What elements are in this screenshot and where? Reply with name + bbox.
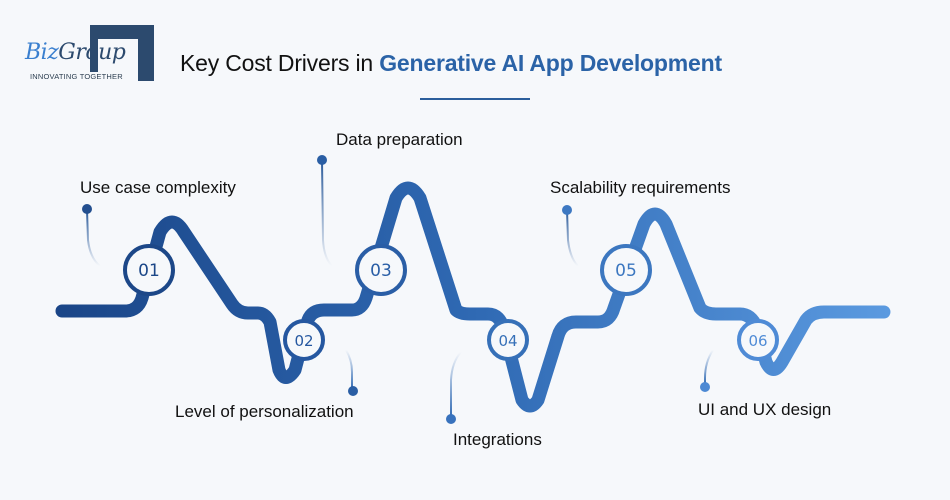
pin-02 bbox=[345, 349, 358, 396]
step-badge-03: 03 bbox=[355, 244, 407, 296]
title-plain: Key Cost Drivers in bbox=[180, 50, 380, 76]
svg-text:02: 02 bbox=[294, 332, 313, 350]
pin-04 bbox=[446, 351, 462, 424]
step-badge-01: 01 bbox=[123, 244, 175, 296]
svg-text:01: 01 bbox=[138, 261, 160, 281]
logo: BizGroup INNOVATING TOGETHER bbox=[0, 0, 160, 90]
svg-text:03: 03 bbox=[370, 261, 392, 281]
step-badge-04: 04 bbox=[487, 319, 529, 361]
pin-01 bbox=[82, 204, 101, 267]
page-title: Key Cost Drivers in Generative AI App De… bbox=[180, 50, 722, 77]
step-label-02: Level of personalization bbox=[175, 402, 354, 421]
logo-wordmark: BizGroup bbox=[25, 40, 126, 65]
title-underline bbox=[420, 98, 530, 100]
step-label-06: UI and UX design bbox=[698, 400, 832, 419]
step-label-05: Scalability requirements bbox=[550, 178, 731, 197]
step-badge-05: 05 bbox=[600, 244, 652, 296]
svg-text:04: 04 bbox=[498, 332, 517, 350]
logo-tagline: INNOVATING TOGETHER bbox=[30, 72, 125, 81]
wave-line bbox=[55, 181, 891, 413]
logo-brand-biz: Biz bbox=[25, 40, 59, 65]
pin-06 bbox=[700, 349, 714, 392]
step-badge-06: 06 bbox=[737, 319, 779, 361]
pin-03 bbox=[317, 155, 333, 267]
step-label-03: Data preparation bbox=[336, 130, 463, 149]
step-badge-02: 02 bbox=[283, 319, 325, 361]
pin-05 bbox=[562, 205, 579, 267]
title-accent: Generative AI App Development bbox=[379, 50, 722, 76]
svg-text:06: 06 bbox=[748, 332, 767, 350]
step-label-01: Use case complexity bbox=[80, 178, 236, 197]
logo-brand-group: Group bbox=[58, 40, 126, 65]
svg-text:05: 05 bbox=[615, 261, 637, 281]
step-label-04: Integrations bbox=[453, 430, 542, 449]
